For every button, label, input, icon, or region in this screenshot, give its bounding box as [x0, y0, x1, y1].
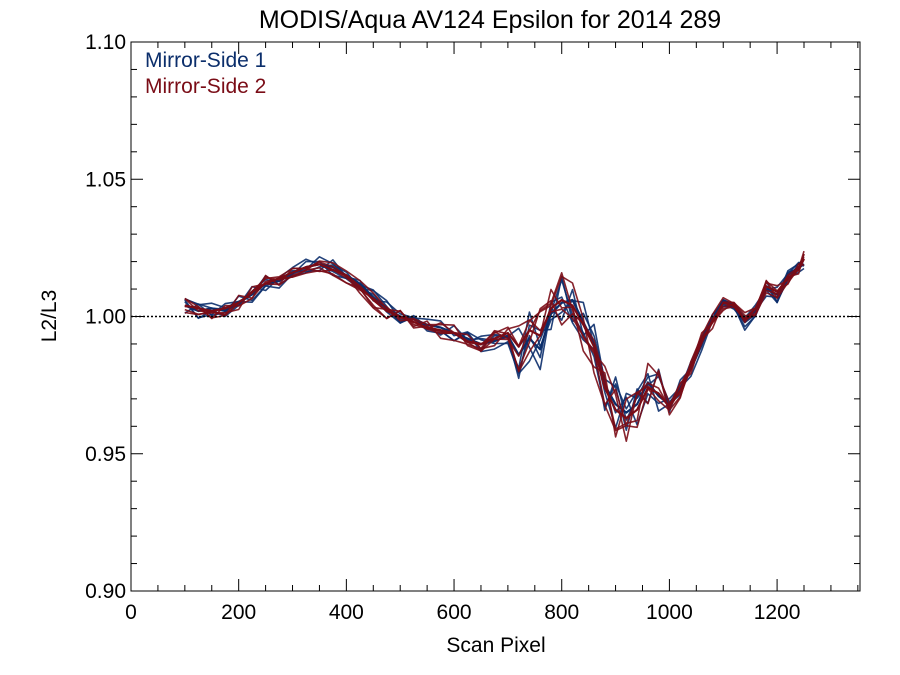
series-line-1	[184, 255, 805, 429]
x-tick-label: 400	[329, 601, 364, 624]
plot-lines	[184, 250, 805, 443]
x-tick-label: 600	[437, 601, 472, 624]
legend: Mirror-Side 1 Mirror-Side 2	[145, 49, 266, 98]
y-tick-label: 1.00	[85, 306, 126, 329]
y-tick-label: 0.90	[85, 580, 126, 603]
x-tick-label: 800	[544, 601, 579, 624]
axis-tick-labels: 0 200 400 600 800 1000 1200 0.90 0.95 1.00 1.05 1.1…	[85, 31, 800, 624]
series-line-2	[184, 256, 805, 443]
y-tick-label: 1.05	[85, 168, 126, 191]
y-tick-label: 1.10	[85, 31, 126, 54]
chart-title: MODIS/Aqua AV124 Epsilon for 2014 289	[259, 6, 721, 34]
legend-entry-2: Mirror-Side 2	[145, 75, 266, 98]
x-axis-label: Scan Pixel	[446, 634, 545, 657]
x-tick-label: 1200	[754, 601, 801, 624]
series-line-1	[184, 264, 805, 432]
axis-ticks	[130, 41, 860, 592]
y-tick-label: 0.95	[85, 443, 126, 466]
x-tick-label: 0	[125, 601, 137, 624]
y-axis-label: L2/L3	[38, 290, 61, 343]
x-tick-label: 200	[221, 601, 256, 624]
x-tick-label: 1000	[646, 601, 693, 624]
legend-entry-1: Mirror-Side 1	[145, 49, 266, 72]
series-line-2	[184, 263, 805, 438]
